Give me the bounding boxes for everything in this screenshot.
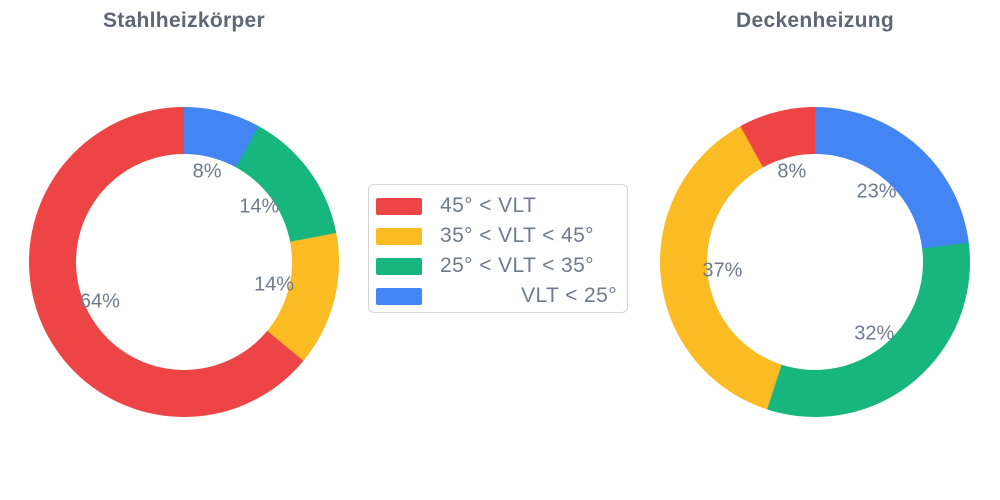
donut-labels: 8% 37% 32% 23% [660,107,970,417]
donut-hole [707,154,923,370]
slice-percent-label: 8% [192,160,222,183]
slice-percent-label: 32% [854,322,895,345]
chart-title-left: Stahlheizkörper [102,9,266,32]
legend: 45° < VLT 35° < VLT < 45° 25° < VLT < 35… [368,184,628,313]
donut-labels: 64% 14% 14% 8% [29,107,339,417]
slice-percent-label: 64% [79,290,120,313]
legend-item-label: 25° < VLT < 35° [440,254,594,277]
slice-percent-label: 23% [856,180,897,203]
donut-hole [76,154,292,370]
legend-item-label: 35° < VLT < 45° [440,224,594,247]
legend-swatch-yellow [376,227,422,245]
slice-percent-label: 14% [239,195,280,218]
legend-item-25-35[interactable]: 25° < VLT < 35° [376,251,617,281]
legend-swatch-red [376,197,422,215]
slice-percent-label: 14% [254,273,295,296]
legend-item-35-45[interactable]: 35° < VLT < 45° [376,221,617,251]
donut-chart-left[interactable]: 64% 14% 14% 8% [29,107,339,417]
legend-swatch-blue [376,287,422,305]
chart-group-left: Stahlheizkörper 64% 14% 14% 8% [29,0,339,500]
legend-item-label: 45° < VLT [440,194,537,217]
legend-item-label: VLT < 25° [521,284,617,307]
legend-item-vlt-lt-25[interactable]: VLT < 25° [376,281,617,311]
slice-percent-label: 37% [702,259,743,282]
slice-percent-label: 8% [777,160,807,183]
chart-group-right: Deckenheizung 8% 37% 32% 23% [660,0,970,500]
legend-swatch-green [376,257,422,275]
chart-title-right: Deckenheizung [736,9,894,32]
legend-item-45-lt-vlt[interactable]: 45° < VLT [376,191,617,221]
donut-chart-right[interactable]: 8% 37% 32% 23% [660,107,970,417]
